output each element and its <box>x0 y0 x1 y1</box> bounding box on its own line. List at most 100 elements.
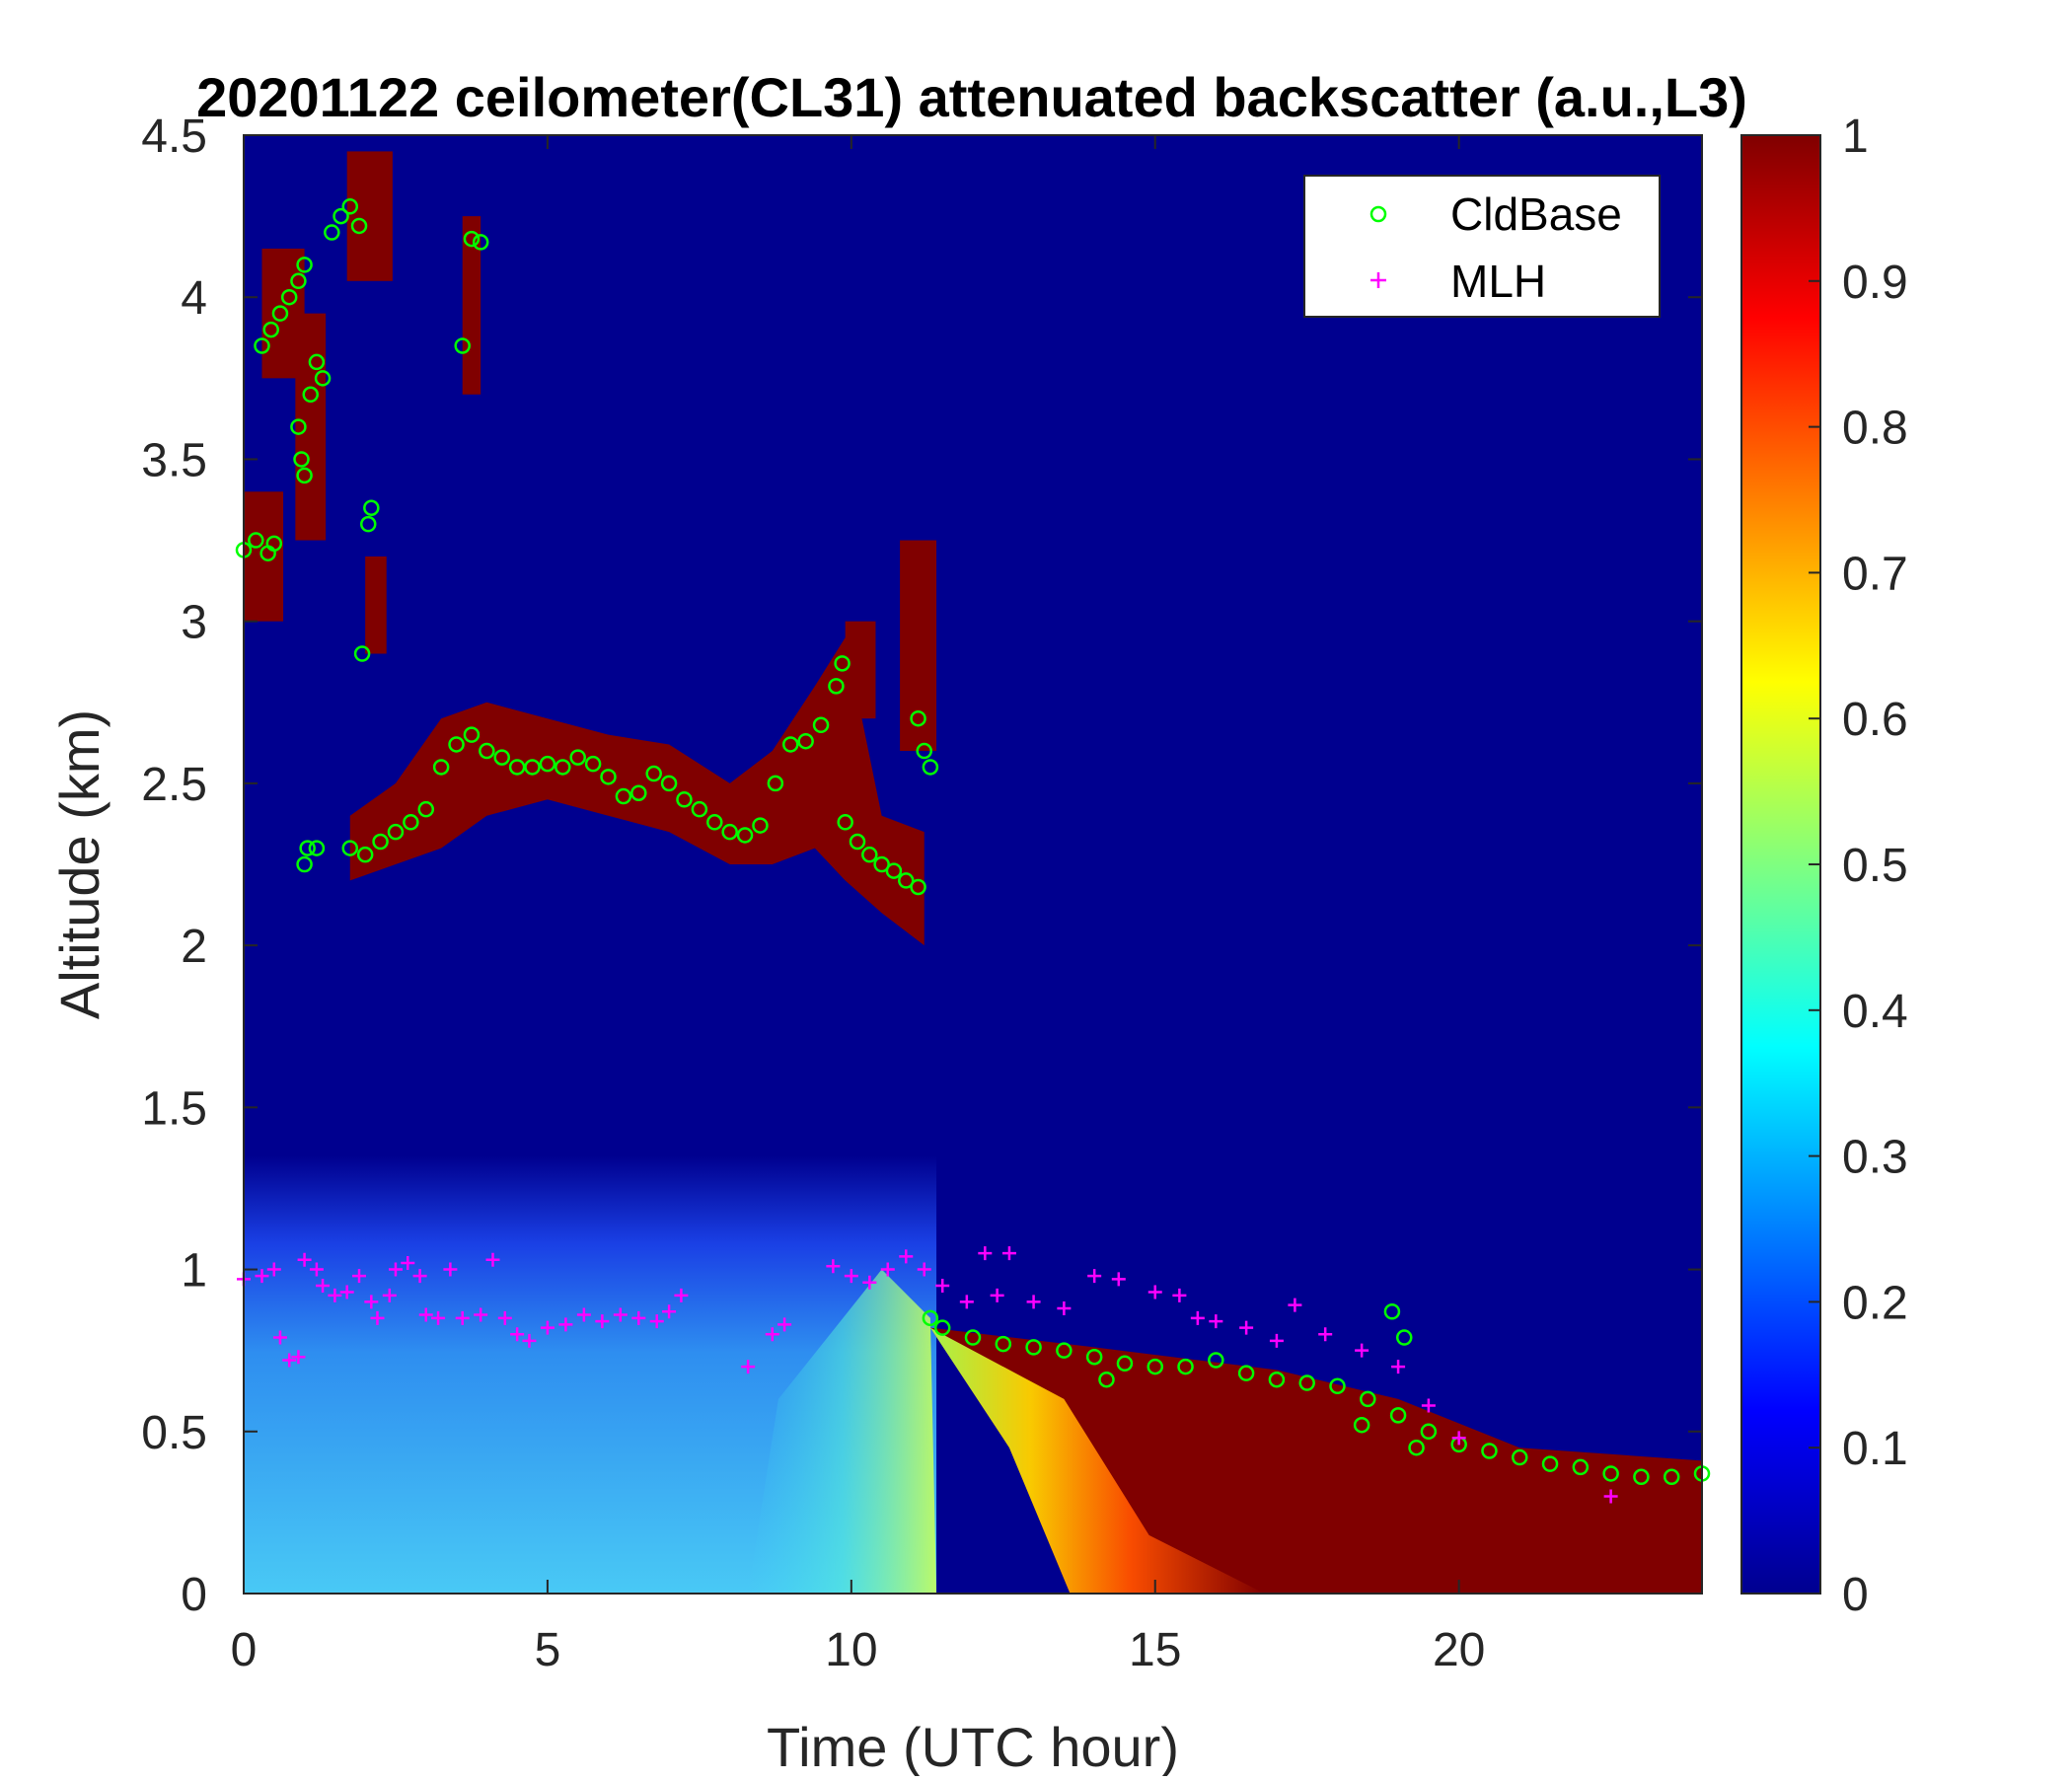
cldbase-point <box>691 800 708 818</box>
heatmap-high-cloud-patch <box>346 151 393 281</box>
x-axis-label: Time (UTC hour) <box>767 1716 1179 1776</box>
legend-mlh-label: MLH <box>1450 256 1546 307</box>
cldbase-point <box>1025 1339 1042 1356</box>
mlh-point <box>540 1320 555 1335</box>
mlh-point <box>1026 1295 1041 1309</box>
y-tick-label: 0.5 <box>141 1407 207 1459</box>
mlh-point <box>826 1259 841 1274</box>
heatmap-high-cloud-patch <box>900 540 937 752</box>
cldbase-point <box>736 827 754 844</box>
mlh-point <box>959 1295 974 1309</box>
colorbar-tick-label: 0 <box>1842 1569 1869 1621</box>
cldbase-point <box>299 840 316 856</box>
cldbase-point <box>350 217 368 235</box>
mlh-point <box>309 1262 324 1277</box>
y-tick-label: 1 <box>181 1245 207 1298</box>
cldbase-point <box>1056 1342 1073 1359</box>
colorbar-tick-label: 0.8 <box>1842 403 1908 455</box>
heatmap-field <box>244 135 1702 1594</box>
cldbase-point <box>372 833 389 851</box>
cldbase-point <box>302 386 319 404</box>
mlh-point <box>1603 1489 1618 1504</box>
mlh-point <box>1355 1343 1369 1358</box>
mlh-point <box>339 1285 354 1299</box>
mlh-point <box>455 1310 470 1325</box>
cldbase-point <box>910 878 926 896</box>
plot-area <box>244 135 1702 1594</box>
cldbase-point <box>885 862 903 879</box>
cldbase-point <box>1389 1407 1407 1424</box>
x-tick-label: 15 <box>1129 1624 1181 1676</box>
cldbase-point <box>290 272 307 290</box>
mlh-point <box>1421 1398 1436 1413</box>
cldbase-point <box>1177 1358 1194 1375</box>
cldbase-point <box>248 532 264 549</box>
cldbase-point <box>1085 1348 1103 1366</box>
cldbase-point <box>767 775 784 792</box>
cldbase-point <box>1408 1439 1425 1456</box>
legend-box <box>1303 175 1661 318</box>
cldbase-point <box>280 288 298 306</box>
cldbase-point <box>1298 1374 1315 1391</box>
cldbase-point <box>615 787 632 805</box>
mlh-point <box>662 1304 677 1319</box>
mlh-point <box>443 1262 458 1277</box>
cldbase-point <box>296 467 313 484</box>
y-axis-label: Altitude (km) <box>48 709 111 1019</box>
mlh-point <box>1391 1360 1406 1374</box>
mlh-point <box>1001 1246 1016 1261</box>
mlh-point <box>741 1360 756 1374</box>
mlh-point <box>880 1262 895 1277</box>
cldbase-point <box>493 749 510 766</box>
cldbase-point <box>849 833 866 851</box>
mlh-point <box>497 1310 512 1325</box>
cldbase-point <box>356 846 374 863</box>
mlh-point <box>388 1262 403 1277</box>
cldbase-point <box>584 755 602 773</box>
cldbase-point <box>296 855 313 873</box>
mlh-point <box>266 1262 281 1277</box>
cldbase-point <box>1633 1468 1650 1486</box>
mlh-point <box>674 1288 689 1302</box>
cldbase-point <box>630 784 647 801</box>
cldbase-point <box>308 353 326 371</box>
mlh-point <box>1318 1327 1333 1342</box>
mlh-point <box>1147 1285 1162 1299</box>
mlh-point <box>558 1317 573 1332</box>
mlh-point <box>272 1330 287 1345</box>
mlh-point <box>1288 1298 1302 1312</box>
heatmap-high-cloud-patch <box>244 491 284 622</box>
cldbase-point <box>1116 1355 1134 1373</box>
mlh-point <box>401 1255 415 1270</box>
colorbar-tick-label: 0.6 <box>1842 694 1908 746</box>
cldbase-point <box>995 1335 1012 1353</box>
cldbase-point <box>1420 1423 1438 1441</box>
cldbase-point <box>479 742 495 760</box>
cldbase-point <box>324 224 340 241</box>
cldbase-point <box>254 337 270 354</box>
mlh-point <box>844 1269 858 1284</box>
cldbase-point <box>1329 1377 1346 1395</box>
mlh-point <box>1087 1269 1102 1284</box>
cldbase-point <box>1353 1416 1370 1434</box>
mlh-point <box>297 1252 312 1267</box>
mlh-point <box>474 1307 488 1322</box>
mlh-point <box>1172 1288 1187 1302</box>
cldbase-point <box>363 499 380 516</box>
colorbar-gradient <box>1740 134 1821 1595</box>
cldbase-point <box>600 769 617 785</box>
cldbase-point <box>706 814 723 831</box>
legend-mlh-marker <box>1370 272 1386 288</box>
chart-title: 20201122 ceilometer(CL31) attenuated bac… <box>196 66 1747 128</box>
cldbase-point <box>910 709 926 727</box>
mlh-point <box>765 1327 779 1342</box>
cldbase-point <box>524 759 541 776</box>
cldbase-point <box>797 732 814 750</box>
cldbase-point <box>341 198 359 215</box>
mlh-point <box>862 1275 877 1290</box>
mlh-point <box>595 1314 610 1329</box>
cldbase-point <box>333 207 349 225</box>
mlh-point <box>1057 1300 1072 1315</box>
cldbase-point <box>645 765 662 782</box>
